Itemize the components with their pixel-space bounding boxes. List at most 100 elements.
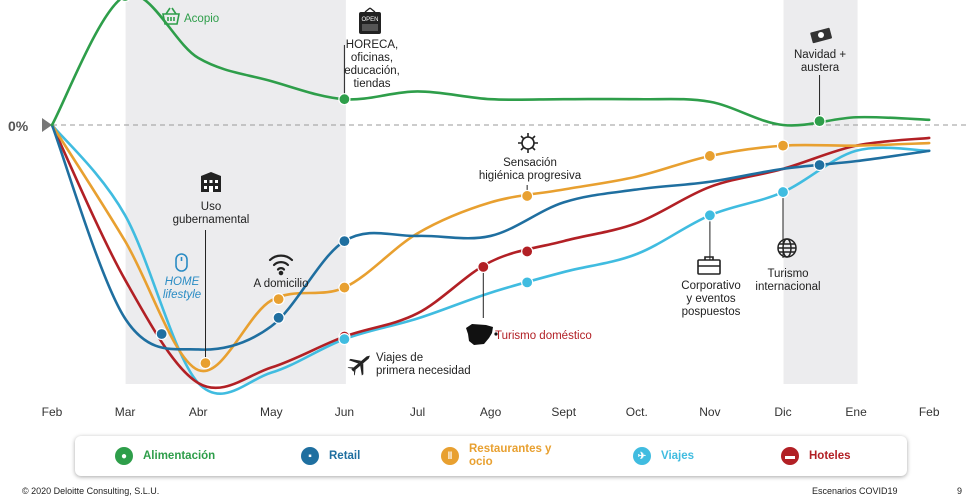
x-tick-label: Feb [41, 405, 63, 419]
annotation-uso-gubernamental: Uso gubernamental [160, 201, 262, 227]
annotation-turismo-domestico: Turismo doméstico [495, 330, 592, 343]
annotation-horeca-line: tiendas [353, 78, 391, 90]
government-building-icon [201, 172, 221, 192]
bed-icon: ▬ [781, 447, 799, 465]
data-marker [813, 115, 826, 128]
data-marker [776, 185, 790, 199]
annotation-home-line: lifestyle [162, 289, 202, 301]
x-tick-label: Oct. [625, 405, 648, 419]
data-marker [338, 93, 351, 106]
x-tick-label: Dic [774, 405, 792, 419]
cart-icon: ▪ [301, 447, 319, 465]
legend-label: Restaurantes y ocio [469, 443, 552, 468]
annotation-uso-line: gubernamental [172, 214, 250, 226]
data-marker [521, 276, 534, 289]
legend: ● Alimentación ▪ Retail ǁ Restaurantes y… [75, 436, 907, 476]
cutlery-icon: ǁ [441, 447, 459, 465]
data-marker [272, 293, 285, 306]
legend-item-alimentacion: ● Alimentación [115, 436, 215, 476]
wifi-icon [268, 254, 294, 276]
spain-map-icon [466, 324, 498, 345]
basket-icon [162, 7, 180, 25]
x-tick-label: Jul [409, 405, 426, 419]
data-marker [703, 209, 717, 222]
annotation-home-line: HOME [164, 276, 200, 288]
annotation-corporativo: Corporativo y eventos pospuestos [668, 280, 754, 319]
x-tick-label: Feb [918, 405, 940, 419]
open-sign-icon: OPEN [359, 7, 381, 34]
annotation-acopio-label: Acopio [184, 13, 220, 25]
money-icon [810, 27, 832, 44]
annotation-viajes-primera: Viajes de primera necesidad [376, 352, 471, 378]
data-marker [120, 0, 130, 3]
x-tick-label: May [259, 405, 283, 419]
annotation-turismo-internacional: Turismo internacional [748, 268, 828, 294]
series-line-0 [50, 0, 931, 127]
plane-icon: ✈ [633, 447, 651, 465]
data-marker [338, 333, 351, 346]
briefcase-icon [697, 256, 721, 275]
annotation-corporativo-line: pospuestos [681, 306, 741, 318]
x-tick-label: Sept [551, 405, 577, 419]
data-markers [120, 0, 826, 370]
airplane-icon [347, 355, 370, 376]
x-tick-label: Mar [114, 405, 136, 419]
zero-marker-icon [42, 118, 52, 132]
annotation-viajes-line: primera necesidad [376, 365, 471, 377]
annotation-horeca: HORECA, oficinas, educación, tiendas [326, 39, 418, 91]
legend-label: Alimentación [143, 450, 216, 462]
virus-icon [518, 133, 538, 153]
annotation-turismo-dom-label: Turismo doméstico [495, 330, 592, 342]
footer-copyright: © 2020 Deloitte Consulting, S.L.U. [22, 486, 160, 496]
x-tick-label: Nov [699, 405, 721, 419]
annotation-horeca-line: educación, [344, 65, 400, 77]
annotation-sensacion-line: Sensación [503, 157, 557, 169]
annotation-navidad-line: austera [800, 62, 840, 74]
series-line-1 [50, 123, 931, 351]
footer-title: Escenarios COVID19 [812, 486, 898, 496]
annotation-acopio: Acopio [184, 13, 219, 26]
series-line-2 [50, 123, 931, 373]
annotation-viajes-line: Viajes de [376, 352, 424, 364]
annotation-icons: OPEN [162, 7, 832, 376]
zero-label: 0% [8, 118, 29, 134]
apple-icon: ● [115, 447, 133, 465]
open-sign-label: OPEN [361, 17, 378, 23]
legend-item-restaurantes: ǁ Restaurantes y ocio [441, 436, 565, 476]
shaded-periods [125, 0, 858, 384]
annotation-navidad-line: Navidad + [793, 49, 847, 61]
data-marker [272, 311, 285, 324]
annotation-horeca-line: oficinas, [350, 52, 394, 64]
legend-label: Hoteles [809, 450, 851, 462]
annotation-uso-line: Uso [200, 201, 222, 213]
footer-page-number: 9 [957, 486, 963, 496]
data-marker [338, 235, 351, 248]
mouse-icon [175, 253, 188, 272]
data-marker [338, 281, 351, 294]
data-marker [776, 139, 790, 152]
annotation-navidad: Navidad + austera [780, 49, 860, 75]
annotation-a-domicilio: A domicilio [240, 278, 322, 291]
annotation-home-lifestyle: HOME lifestyle [150, 276, 214, 302]
data-marker [521, 189, 534, 203]
shaded-period [783, 0, 858, 384]
annotation-corporativo-line: Corporativo [681, 280, 741, 292]
data-marker [813, 158, 826, 172]
annotation-domicilio-label: A domicilio [253, 278, 309, 290]
data-marker [155, 327, 168, 341]
annotation-horeca-line: HORECA, [345, 39, 399, 51]
globe-icon [777, 238, 797, 258]
legend-item-viajes: ✈ Viajes [633, 436, 694, 476]
data-marker [199, 357, 212, 370]
annotation-turismo-int-line: Turismo [767, 268, 809, 280]
legend-label: Viajes [661, 450, 695, 462]
legend-item-hoteles: ▬ Hoteles [781, 436, 851, 476]
x-tick-label: Ago [479, 405, 502, 419]
shaded-period [125, 0, 346, 384]
x-tick-label: Jun [334, 405, 355, 419]
x-tick-label: Ene [845, 405, 867, 419]
annotation-turismo-int-line: internacional [755, 281, 821, 293]
x-tick-label: Abr [188, 405, 208, 419]
data-marker [477, 260, 490, 273]
